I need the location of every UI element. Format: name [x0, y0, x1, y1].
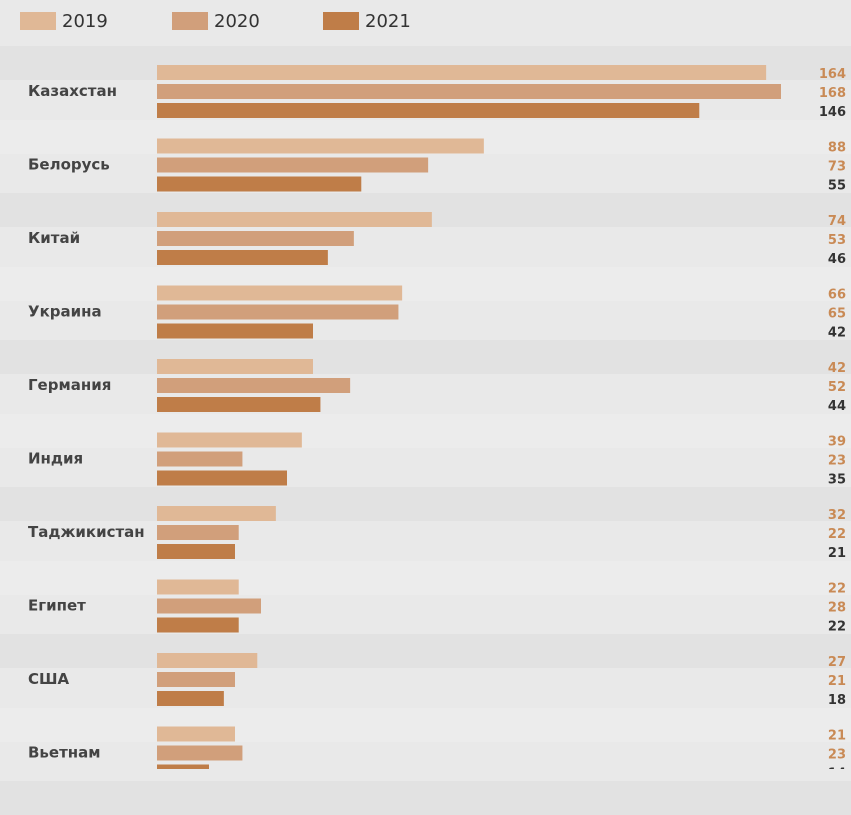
- value-label: 23: [828, 454, 846, 469]
- value-label: 44: [828, 399, 846, 414]
- bar-2020: [157, 598, 261, 614]
- bar-2019: [157, 653, 258, 668]
- value-label: 27: [828, 655, 846, 670]
- value-label: 74: [828, 214, 846, 229]
- legend-swatch-2020: [172, 12, 208, 30]
- legend-label-2021: 2021: [365, 10, 411, 32]
- bar-2020: [157, 525, 239, 540]
- value-label: 88: [828, 141, 846, 156]
- value-label: 22: [828, 620, 846, 635]
- value-label: 22: [828, 527, 846, 542]
- category-label: Белорусь: [28, 156, 110, 174]
- bar-2021: [157, 544, 235, 559]
- bar-2019: [157, 726, 235, 742]
- value-label: 73: [828, 160, 846, 175]
- value-label: 22: [828, 582, 846, 597]
- category-label: Вьетнам: [28, 744, 101, 762]
- value-label: 21: [828, 674, 846, 689]
- bar-2019: [157, 506, 276, 521]
- background-stripe: [0, 634, 851, 668]
- bar-2019: [157, 359, 313, 374]
- legend-swatch-2019: [20, 12, 56, 30]
- category-label: Индия: [28, 450, 83, 468]
- category-label: Китай: [28, 229, 80, 247]
- bar-2020: [157, 745, 243, 761]
- value-label: 21: [828, 729, 846, 744]
- bar-2019: [157, 432, 302, 448]
- value-label: 46: [828, 252, 846, 267]
- value-label: 65: [828, 307, 846, 322]
- value-label: 32: [828, 508, 846, 523]
- value-label: 39: [828, 435, 846, 450]
- bar-2021: [157, 250, 328, 265]
- bar-2020: [157, 672, 235, 687]
- bar-2021: [157, 397, 321, 412]
- value-label: 52: [828, 380, 846, 395]
- value-label: 35: [828, 473, 846, 488]
- chart: 2019 2020 2021 Казахстан 164 168 146 Белорус…: [0, 10, 851, 770]
- bar-2021: [157, 103, 700, 118]
- legend-item-2019: 2019: [20, 10, 108, 32]
- category-label: США: [28, 670, 70, 688]
- bar-2021: [157, 470, 287, 486]
- bar-2021: [157, 323, 313, 339]
- background-stripe: [0, 781, 851, 815]
- bar-plot: Казахстан 164 168 146 Белорусь 88 73 55 Китай 74 5…: [28, 65, 846, 770]
- bar-2019: [157, 579, 239, 595]
- bar-2021: [157, 176, 362, 192]
- category-label: Казахстан: [28, 82, 117, 100]
- legend-item-2020: 2020: [172, 10, 260, 32]
- bar-2019: [157, 212, 432, 227]
- value-label: 23: [828, 748, 846, 763]
- background-stripe: [0, 487, 851, 521]
- bar-2021: [157, 764, 209, 769]
- bar-2020: [157, 451, 243, 467]
- category-label: Германия: [28, 376, 111, 394]
- legend-label-2019: 2019: [62, 10, 108, 32]
- bar-2021: [157, 617, 239, 633]
- value-label: 53: [828, 233, 846, 248]
- background-stripe: [0, 266, 851, 301]
- legend-item-2021: 2021: [323, 10, 411, 32]
- category-label: Египет: [28, 597, 86, 615]
- bar-2019: [157, 138, 484, 154]
- category-label: Таджикистан: [28, 523, 145, 541]
- value-label: 168: [819, 86, 846, 101]
- bar-2020: [157, 157, 429, 173]
- category-label: Украина: [28, 303, 102, 321]
- value-label: 21: [828, 546, 846, 561]
- value-label: 28: [828, 601, 846, 616]
- bar-2019: [157, 65, 767, 80]
- value-label: 42: [828, 361, 846, 376]
- background-stripe: [0, 413, 851, 448]
- bar-2021: [157, 691, 224, 706]
- background-stripe: [0, 560, 851, 595]
- legend-swatch-2021: [323, 12, 359, 30]
- value-label: 146: [819, 105, 846, 120]
- value-label: 42: [828, 326, 846, 341]
- value-label: 66: [828, 288, 846, 303]
- bar-2020: [157, 304, 399, 320]
- background-stripe: [0, 707, 851, 742]
- bar-2020: [157, 231, 354, 246]
- value-label: 55: [828, 179, 846, 194]
- background-stripe: [0, 340, 851, 374]
- bar-2019: [157, 285, 403, 301]
- bar-2020: [157, 84, 781, 99]
- value-label: 164: [819, 67, 846, 82]
- value-label: 14: [828, 767, 846, 770]
- bar-2020: [157, 378, 351, 393]
- value-label: 18: [828, 693, 846, 708]
- legend-label-2020: 2020: [214, 10, 260, 32]
